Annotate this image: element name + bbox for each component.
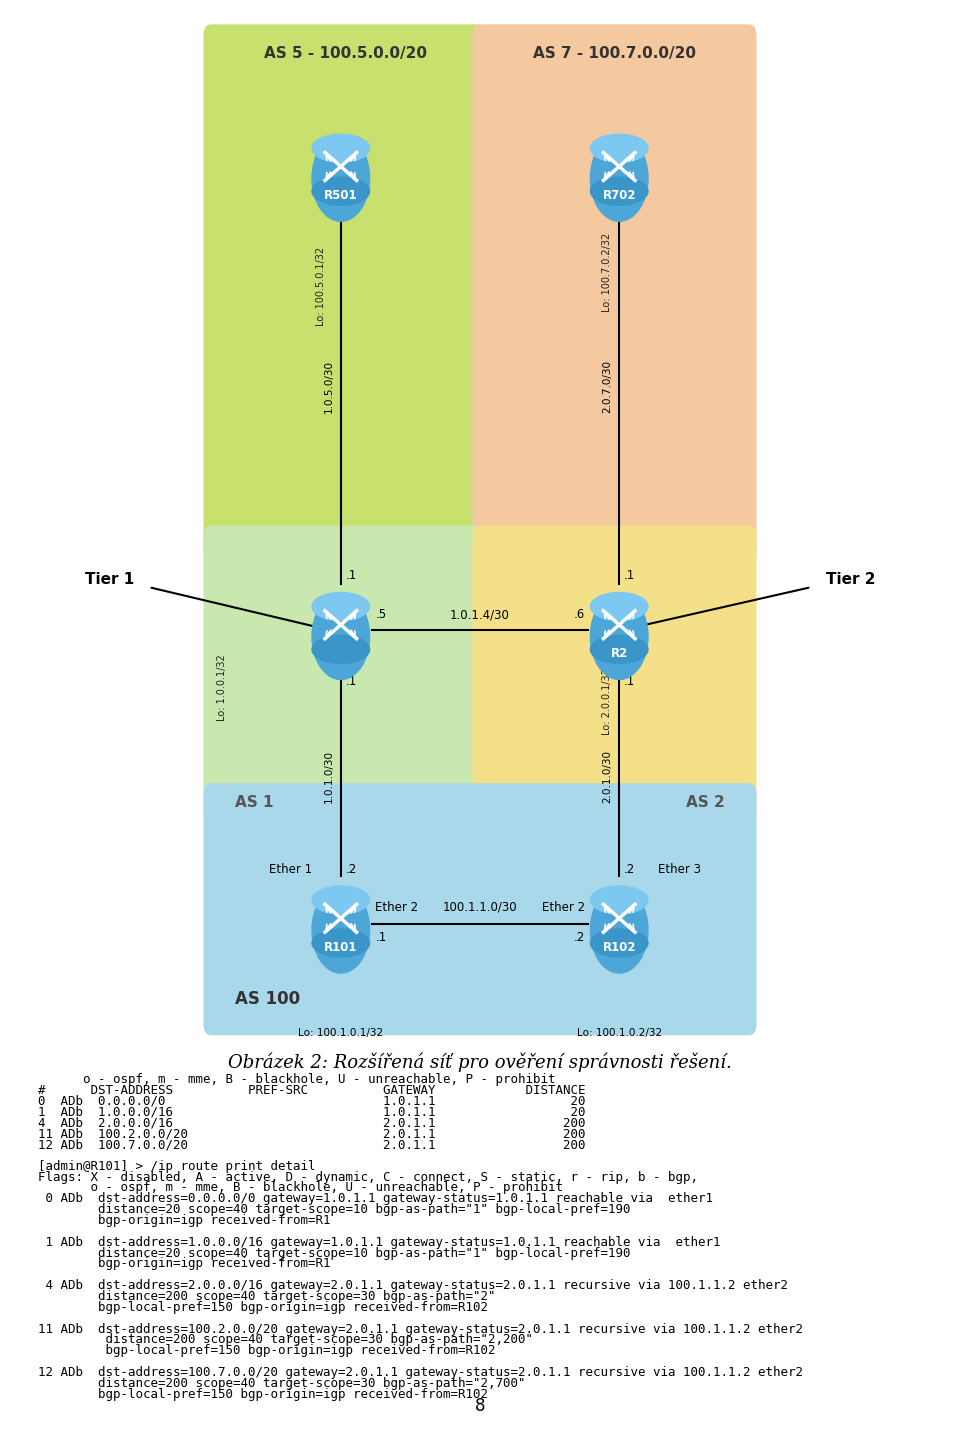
Text: Lo: 100.5.0.1/32: Lo: 100.5.0.1/32: [317, 246, 326, 326]
Text: .2: .2: [573, 931, 585, 944]
Text: R2: R2: [611, 647, 628, 660]
Text: .1: .1: [346, 569, 357, 583]
Circle shape: [590, 135, 648, 221]
Text: .2: .2: [346, 862, 357, 876]
Text: R501: R501: [324, 189, 358, 202]
Text: Lo: 100.7.0.2/32: Lo: 100.7.0.2/32: [602, 232, 612, 312]
Text: 1.0.1.4/30: 1.0.1.4/30: [450, 609, 510, 621]
Text: distance=20 scope=40 target-scope=10 bgp-as-path="1" bgp-local-pref=190: distance=20 scope=40 target-scope=10 bgp…: [38, 1247, 631, 1260]
Text: Ether 2: Ether 2: [541, 901, 585, 914]
Text: 0 ADb  dst-address=0.0.0.0/0 gateway=1.0.1.1 gateway-status=1.0.1.1 reachable vi: 0 ADb dst-address=0.0.0.0/0 gateway=1.0.…: [38, 1193, 713, 1206]
Text: .1: .1: [375, 931, 387, 944]
Circle shape: [590, 886, 648, 974]
Text: AS 5 - 100.5.0.0/20: AS 5 - 100.5.0.0/20: [264, 46, 427, 60]
Text: distance=200 scope=40 target-scope=30 bgp-as-path="2": distance=200 scope=40 target-scope=30 bg…: [38, 1290, 496, 1303]
Text: 12 ADb  100.7.0.0/20                          2.0.1.1                 200: 12 ADb 100.7.0.0/20 2.0.1.1 200: [38, 1138, 586, 1151]
Text: 4  ADb  2.0.0.0/16                            2.0.1.1                 200: 4 ADb 2.0.0.0/16 2.0.1.1 200: [38, 1117, 586, 1130]
Text: AS 2: AS 2: [686, 795, 725, 809]
Text: Ether 2: Ether 2: [375, 901, 419, 914]
Text: o - ospf, m - mme, B - blackhole, U - unreachable, P - prohibit: o - ospf, m - mme, B - blackhole, U - un…: [38, 1181, 564, 1194]
Text: distance=200 scope=40 target-scope=30 bgp-as-path="2,200": distance=200 scope=40 target-scope=30 bg…: [38, 1333, 534, 1346]
FancyBboxPatch shape: [472, 24, 756, 563]
Text: 4 ADb  dst-address=2.0.0.0/16 gateway=2.0.1.1 gateway-status=2.0.1.1 recursive v: 4 ADb dst-address=2.0.0.0/16 gateway=2.0…: [38, 1279, 788, 1292]
Text: .6: .6: [573, 609, 585, 621]
Text: .1: .1: [624, 674, 636, 689]
Ellipse shape: [590, 178, 648, 205]
Text: #      DST-ADDRESS          PREF-SRC          GATEWAY            DISTANCE: # DST-ADDRESS PREF-SRC GATEWAY DISTANCE: [38, 1084, 586, 1097]
Text: .2: .2: [624, 199, 636, 213]
Ellipse shape: [312, 929, 370, 957]
Text: .1: .1: [624, 569, 636, 583]
Text: 2.0.7.0/30: 2.0.7.0/30: [603, 359, 612, 414]
Text: o - ospf, m - mme, B - blackhole, U - unreachable, P - prohibit: o - ospf, m - mme, B - blackhole, U - un…: [38, 1073, 556, 1085]
Text: 8: 8: [475, 1396, 485, 1415]
Text: Flags: X - disabled, A - active, D - dynamic, C - connect, S - static, r - rip, : Flags: X - disabled, A - active, D - dyn…: [38, 1170, 698, 1184]
Text: [admin@R101] > /ip route print detail: [admin@R101] > /ip route print detail: [38, 1160, 316, 1173]
Text: R102: R102: [603, 941, 636, 954]
Circle shape: [590, 593, 648, 679]
Text: .2: .2: [624, 862, 636, 876]
Ellipse shape: [312, 178, 370, 205]
Text: Lo: 2.0.0.1/32: Lo: 2.0.0.1/32: [603, 669, 612, 735]
Text: AS 7 - 100.7.0.0/20: AS 7 - 100.7.0.0/20: [533, 46, 696, 60]
Text: Lo: 1.0.0.1/32: Lo: 1.0.0.1/32: [217, 654, 227, 720]
FancyBboxPatch shape: [204, 24, 488, 563]
Text: Tier 1: Tier 1: [85, 573, 134, 587]
Text: distance=20 scope=40 target-scope=10 bgp-as-path="1" bgp-local-pref=190: distance=20 scope=40 target-scope=10 bgp…: [38, 1203, 631, 1216]
Text: 1  ADb  1.0.0.0/16                            1.0.1.1                  20: 1 ADb 1.0.0.0/16 1.0.1.1 20: [38, 1106, 586, 1118]
Text: AS 100: AS 100: [235, 990, 300, 1008]
Text: Obrázek 2: Rozšířená síť pro ověření správnosti řešení.: Obrázek 2: Rozšířená síť pro ověření spr…: [228, 1053, 732, 1073]
Text: 12 ADb  dst-address=100.7.0.0/20 gateway=2.0.1.1 gateway-status=2.0.1.1 recursiv: 12 ADb dst-address=100.7.0.0/20 gateway=…: [38, 1366, 804, 1379]
Text: 1.0.1.0/30: 1.0.1.0/30: [324, 749, 334, 803]
Text: 11 ADb  100.2.0.0/20                          2.0.1.1                 200: 11 ADb 100.2.0.0/20 2.0.1.1 200: [38, 1127, 586, 1140]
FancyBboxPatch shape: [204, 526, 488, 821]
Text: bgp-origin=igp received-from=R1: bgp-origin=igp received-from=R1: [38, 1214, 331, 1227]
Circle shape: [312, 135, 370, 221]
Text: 100.1.1.0/30: 100.1.1.0/30: [443, 901, 517, 914]
Text: 2.0.1.0/30: 2.0.1.0/30: [603, 749, 612, 803]
Text: .1: .1: [346, 674, 357, 689]
Text: 1 ADb  dst-address=1.0.0.0/16 gateway=1.0.1.1 gateway-status=1.0.1.1 reachable v: 1 ADb dst-address=1.0.0.0/16 gateway=1.0…: [38, 1236, 721, 1249]
Text: Ether 1: Ether 1: [269, 862, 312, 876]
Ellipse shape: [590, 886, 648, 914]
Text: R702: R702: [603, 189, 636, 202]
Text: .2: .2: [346, 199, 357, 213]
FancyBboxPatch shape: [472, 526, 756, 821]
Text: 1.0.5.0/30: 1.0.5.0/30: [324, 359, 334, 414]
Text: .5: .5: [375, 609, 387, 621]
Text: bgp-local-pref=150 bgp-origin=igp received-from=R102: bgp-local-pref=150 bgp-origin=igp receiv…: [38, 1388, 489, 1400]
Text: R101: R101: [324, 941, 357, 954]
Circle shape: [312, 886, 370, 974]
Ellipse shape: [312, 593, 370, 620]
Ellipse shape: [312, 636, 370, 663]
Ellipse shape: [312, 886, 370, 914]
Text: 0  ADb  0.0.0.0/0                             1.0.1.1                  20: 0 ADb 0.0.0.0/0 1.0.1.1 20: [38, 1094, 586, 1107]
Text: Lo: 100.1.0.1/32: Lo: 100.1.0.1/32: [299, 1028, 383, 1038]
Text: bgp-local-pref=150 bgp-origin=igp received-from=R102: bgp-local-pref=150 bgp-origin=igp receiv…: [38, 1345, 496, 1358]
Ellipse shape: [590, 135, 648, 162]
Text: 11 ADb  dst-address=100.2.0.0/20 gateway=2.0.1.1 gateway-status=2.0.1.1 recursiv: 11 ADb dst-address=100.2.0.0/20 gateway=…: [38, 1323, 804, 1336]
Ellipse shape: [590, 929, 648, 957]
Text: Ether 3: Ether 3: [658, 862, 701, 876]
Circle shape: [312, 593, 370, 679]
Text: distance=200 scope=40 target-scope=30 bgp-as-path="2,700": distance=200 scope=40 target-scope=30 bg…: [38, 1378, 526, 1390]
Text: AS 1: AS 1: [235, 795, 274, 809]
Ellipse shape: [312, 135, 370, 162]
Text: bgp-origin=igp received-from=R1: bgp-origin=igp received-from=R1: [38, 1257, 331, 1270]
Text: Lo: 100.1.0.2/32: Lo: 100.1.0.2/32: [577, 1028, 661, 1038]
Ellipse shape: [590, 593, 648, 620]
Ellipse shape: [590, 636, 648, 663]
FancyBboxPatch shape: [204, 783, 756, 1035]
Text: Tier 2: Tier 2: [826, 573, 876, 587]
Text: bgp-local-pref=150 bgp-origin=igp received-from=R102: bgp-local-pref=150 bgp-origin=igp receiv…: [38, 1300, 489, 1315]
